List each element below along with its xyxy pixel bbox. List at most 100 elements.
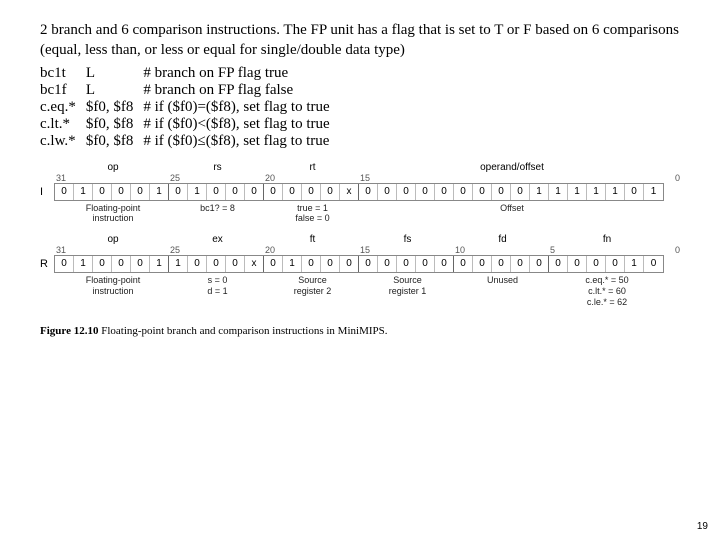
bit-cell: 0 [226,184,245,200]
bit-cell: 1 [169,256,188,272]
compare-format-diagram: opexftfsfdfn312520151050R0100011000x0100… [40,234,680,307]
bit-cell: 0 [644,256,663,272]
format-letter: I [40,186,54,198]
bit-cell: 1 [549,184,568,200]
bit-position: 20 [265,173,275,183]
bit-cell: 0 [169,184,188,200]
instr-mnemonic: bc1t [40,65,86,82]
bit-position: 0 [675,173,680,183]
bit-cell: 0 [435,184,454,200]
bit-cell: 0 [397,184,416,200]
bit-cell: 0 [131,256,150,272]
field-label: ft [265,234,360,245]
bit-cell: 0 [321,256,340,272]
bit-cell: 0 [283,184,302,200]
bit-cell: 0 [511,184,530,200]
bit-cell: 1 [568,184,587,200]
bit-cell: 0 [302,256,321,272]
bit-cell: 0 [587,256,606,272]
bit-cell: x [245,256,264,272]
bit-cell: 0 [131,184,150,200]
instr-mnemonic: c.eq.* [40,99,86,116]
bit-cell: 0 [226,256,245,272]
bit-cell: 0 [302,184,321,200]
bit-cell: 0 [207,256,226,272]
page-number: 19 [697,521,708,532]
field-description: Offset [360,203,664,225]
bit-cell: 0 [340,256,359,272]
bit-cell: 0 [473,256,492,272]
instr-comment: # if ($f0)=($f8), set flag to true [143,99,339,116]
instr-mnemonic: c.lw.* [40,133,86,150]
instruction-row: c.lw.*$f0, $f8# if ($f0)≤($f8), set flag… [40,133,340,150]
instruction-table: bc1tL# branch on FP flag truebc1fL# bran… [40,65,340,150]
bit-cell: 0 [93,256,112,272]
caption-bold: Figure 12.10 [40,325,98,337]
bit-cell: 1 [150,184,169,200]
field-description: bc1? = 8 [170,203,265,225]
instruction-row: c.eq.*$f0, $f8# if ($f0)=($f8), set flag… [40,99,340,116]
bit-cell: 1 [74,256,93,272]
instruction-row: bc1tL# branch on FP flag true [40,65,340,82]
instr-mnemonic: c.lt.* [40,116,86,133]
bit-cell: 0 [416,184,435,200]
field-description: Floating-pointinstruction [56,203,170,225]
bit-cell: 1 [150,256,169,272]
bit-position: 15 [360,173,370,183]
bit-cell: 1 [587,184,606,200]
field-label: fs [360,234,455,245]
bit-cell: 0 [264,184,283,200]
instr-args: $f0, $f8 [86,133,144,150]
bit-cell: 0 [359,184,378,200]
bit-cell: 1 [74,184,93,200]
field-label: fd [455,234,550,245]
format-letter: R [40,258,54,270]
instr-args: $f0, $f8 [86,99,144,116]
field-description: Sourceregister 1 [360,275,455,307]
instr-comment: # if ($f0)<($f8), set flag to true [143,116,339,133]
bit-cell: 0 [378,256,397,272]
branch-format-diagram: oprsrtoperand/offset312520150I0100010100… [40,162,680,225]
bit-cell: 1 [283,256,302,272]
bit-position: 25 [170,173,180,183]
bit-cell: 1 [625,256,644,272]
bit-cell: 0 [112,184,131,200]
caption-rest: Floating-point branch and comparison ins… [98,325,387,337]
bit-cell: 0 [321,184,340,200]
field-label: ex [170,234,265,245]
bit-position: 5 [550,245,555,255]
intro-text: 2 branch and 6 comparison instructions. … [40,20,680,61]
bit-cell: 0 [397,256,416,272]
bit-cell: 0 [454,256,473,272]
field-label: op [56,162,170,173]
bit-cell: 0 [530,256,549,272]
bit-position: 25 [170,245,180,255]
bit-position: 31 [56,173,66,183]
bit-cell: 0 [207,184,226,200]
bit-position: 0 [675,245,680,255]
instr-comment: # branch on FP flag false [143,82,339,99]
bit-cell: 1 [644,184,663,200]
bit-cell: 0 [55,184,74,200]
field-description: c.eq.* = 50c.lt.* = 60c.le.* = 62 [550,275,664,307]
instruction-row: bc1fL# branch on FP flag false [40,82,340,99]
bit-position: 10 [455,245,465,255]
field-label: rs [170,162,265,173]
bit-position: 15 [360,245,370,255]
field-label: op [56,234,170,245]
field-description: s = 0d = 1 [170,275,265,307]
bit-cell: 0 [454,184,473,200]
bit-cell: 0 [188,256,207,272]
bit-cell: 1 [188,184,207,200]
field-description: Unused [455,275,550,307]
bit-cell: 0 [359,256,378,272]
bit-cell: 0 [492,256,511,272]
field-label: rt [265,162,360,173]
bit-cell: 0 [112,256,131,272]
bit-cell: x [340,184,359,200]
bit-cell: 0 [568,256,587,272]
bit-cell: 0 [245,184,264,200]
bit-cell: 0 [473,184,492,200]
bit-cell: 0 [378,184,397,200]
field-description: Floating-pointinstruction [56,275,170,307]
